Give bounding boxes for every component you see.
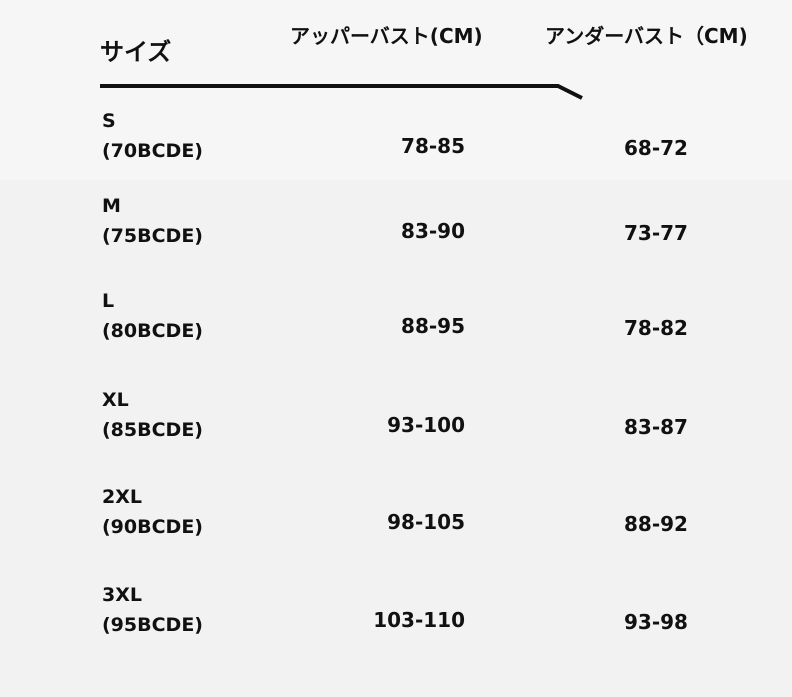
header-divider bbox=[100, 84, 583, 100]
cup-label: (90BCDE) bbox=[102, 516, 203, 538]
upper-bust-value: 103-110 bbox=[373, 608, 465, 632]
header-band bbox=[0, 0, 792, 180]
size-label: L bbox=[102, 290, 115, 312]
table-row: 2XL (90BCDE) 98-105 88-92 bbox=[0, 482, 792, 542]
header-upper-bust: アッパーバスト(CM) bbox=[290, 24, 483, 48]
size-label: 3XL bbox=[102, 584, 142, 606]
cup-label: (95BCDE) bbox=[102, 614, 203, 636]
table-row: XL (85BCDE) 93-100 83-87 bbox=[0, 385, 792, 445]
under-bust-value: 68-72 bbox=[624, 136, 688, 160]
cup-label: (70BCDE) bbox=[102, 140, 203, 162]
table-row: M (75BCDE) 83-90 73-77 bbox=[0, 191, 792, 251]
header-size: サイズ bbox=[100, 38, 172, 66]
cup-label: (85BCDE) bbox=[102, 419, 203, 441]
under-bust-value: 78-82 bbox=[624, 316, 688, 340]
table-row: 3XL (95BCDE) 103-110 93-98 bbox=[0, 580, 792, 640]
under-bust-value: 88-92 bbox=[624, 512, 688, 536]
upper-bust-value: 98-105 bbox=[387, 510, 465, 534]
upper-bust-value: 93-100 bbox=[387, 413, 465, 437]
size-label: S bbox=[102, 110, 116, 132]
table-row: S (70BCDE) 78-85 68-72 bbox=[0, 106, 792, 166]
table-row: L (80BCDE) 88-95 78-82 bbox=[0, 286, 792, 346]
size-label: M bbox=[102, 195, 121, 217]
under-bust-value: 83-87 bbox=[624, 415, 688, 439]
header-under-bust: アンダーバスト（CM) bbox=[545, 24, 748, 48]
under-bust-value: 93-98 bbox=[624, 610, 688, 634]
under-bust-value: 73-77 bbox=[624, 221, 688, 245]
upper-bust-value: 83-90 bbox=[401, 219, 465, 243]
cup-label: (80BCDE) bbox=[102, 320, 203, 342]
upper-bust-value: 88-95 bbox=[401, 314, 465, 338]
cup-label: (75BCDE) bbox=[102, 225, 203, 247]
size-label: 2XL bbox=[102, 486, 142, 508]
upper-bust-value: 78-85 bbox=[401, 134, 465, 158]
size-label: XL bbox=[102, 389, 129, 411]
